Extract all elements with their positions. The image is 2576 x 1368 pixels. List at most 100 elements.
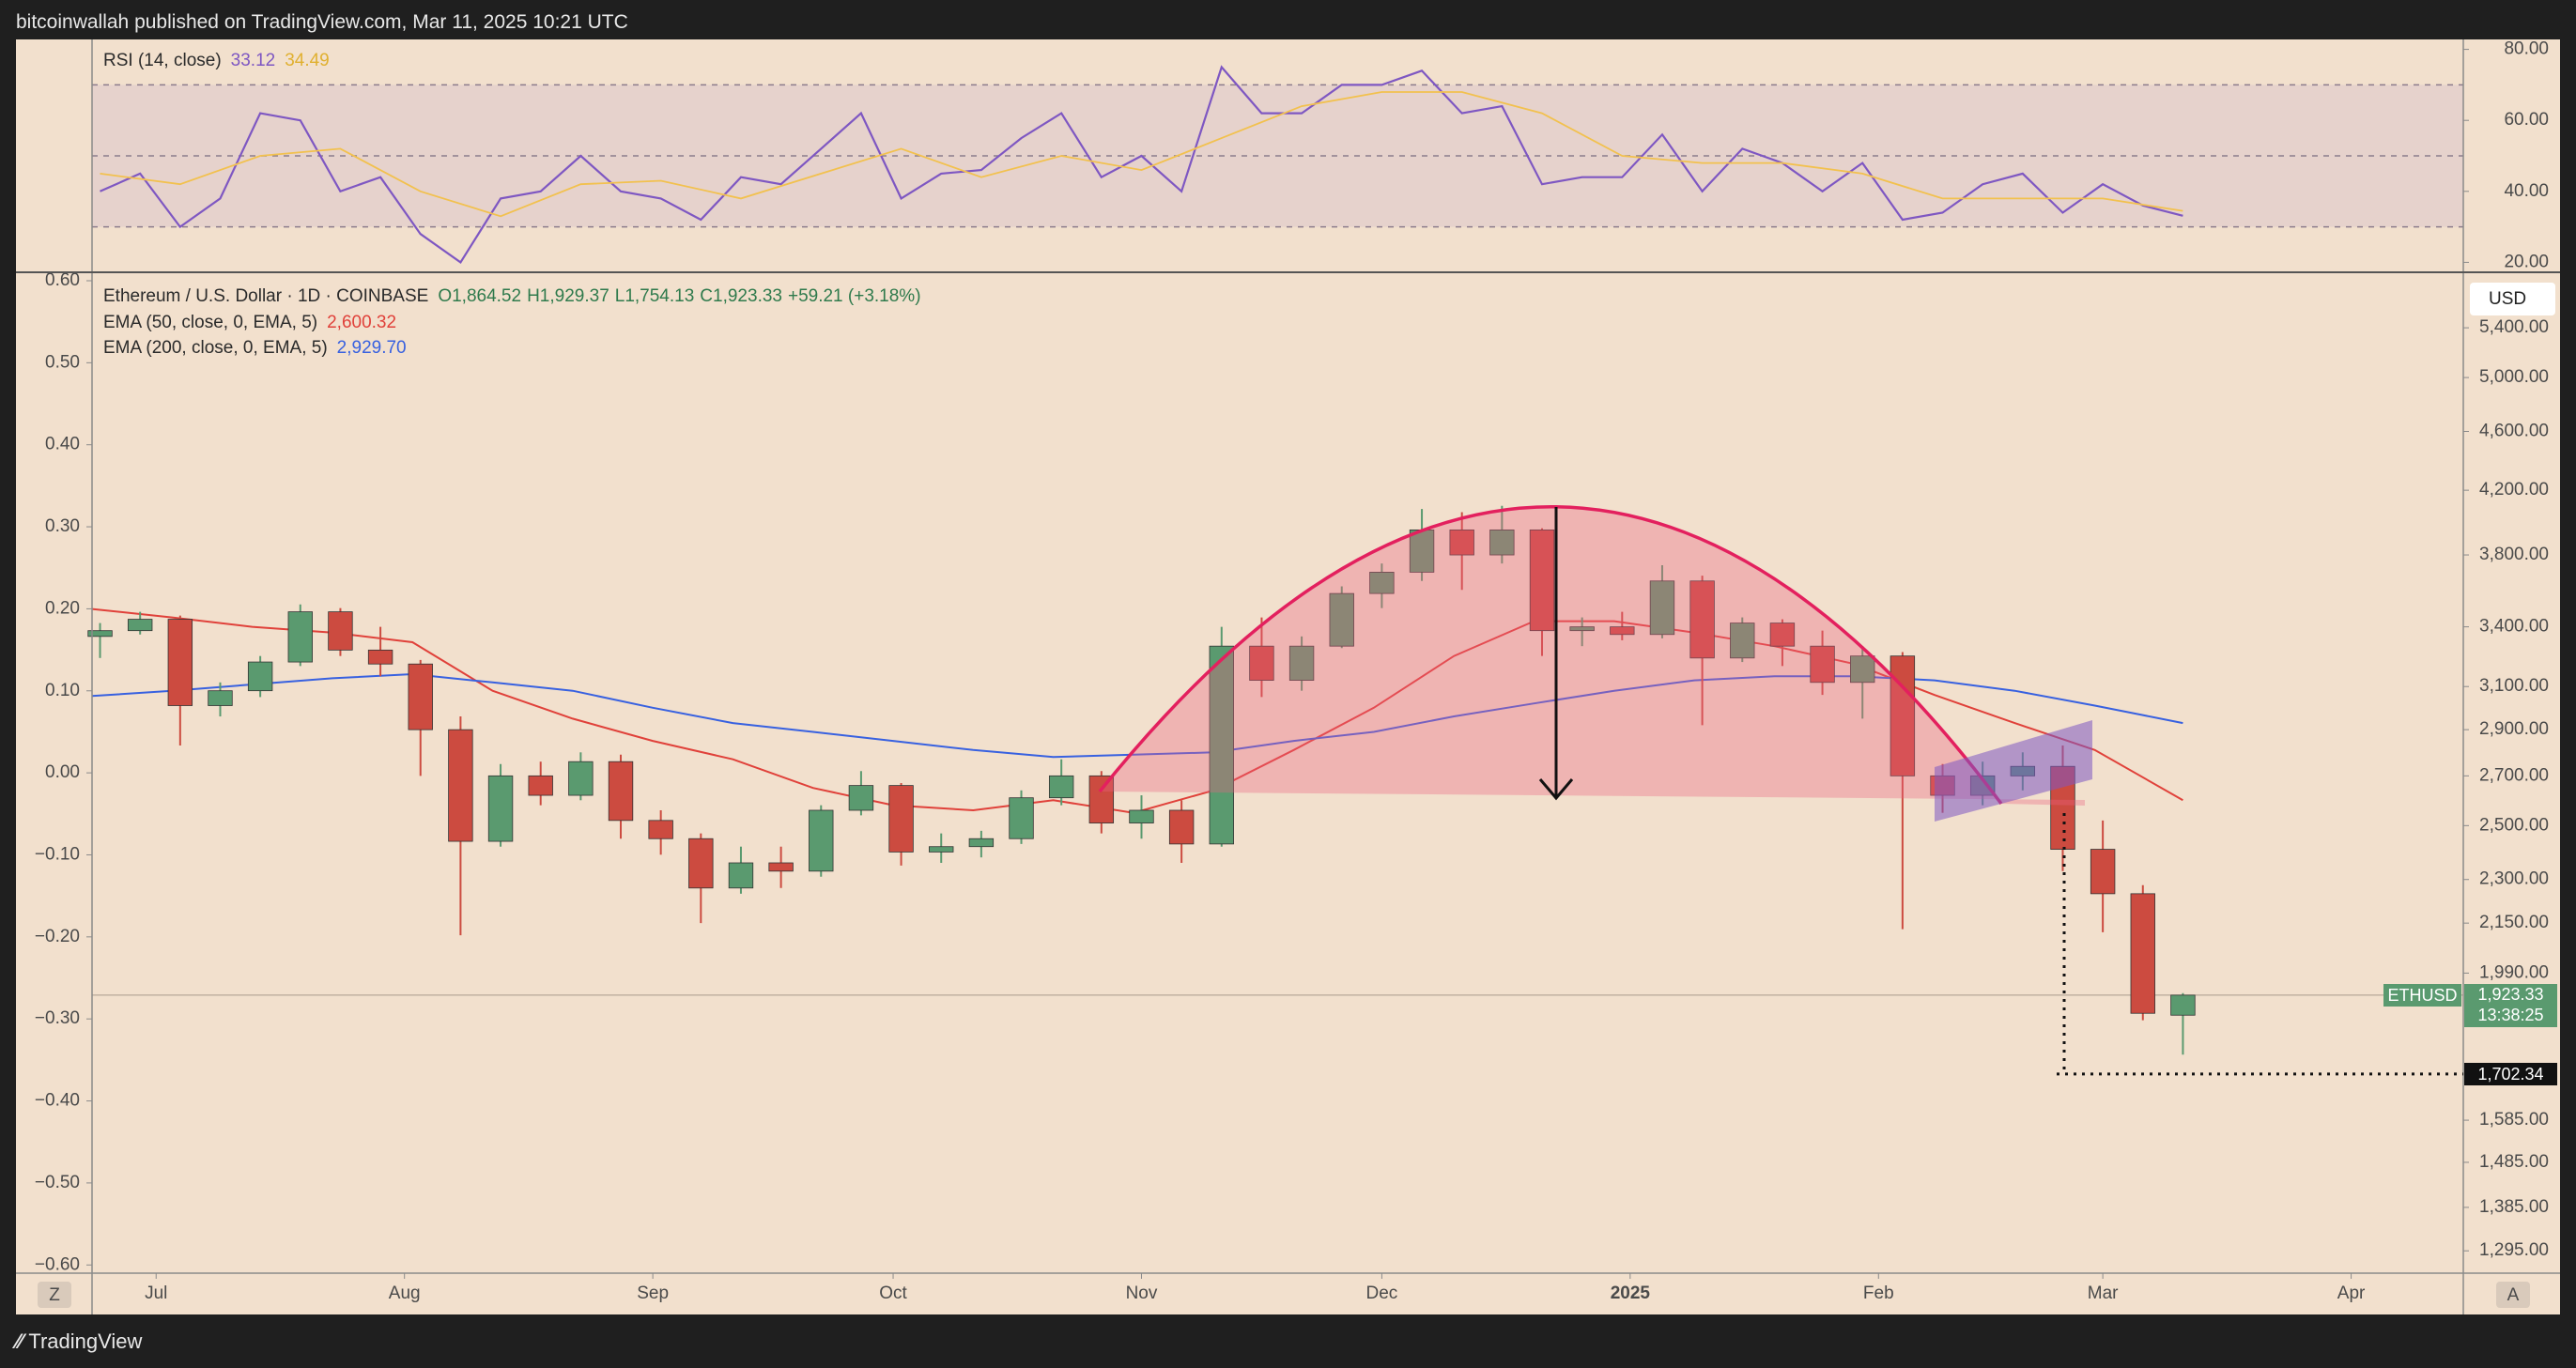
candle-body (328, 611, 353, 651)
candle-body (1449, 529, 1474, 556)
candle-body (87, 630, 113, 638)
y-tick-label: 3,800.00 (2479, 545, 2549, 564)
x-tick-label: Mar (2088, 1283, 2119, 1303)
y-tick-label: 1,485.00 (2479, 1152, 2549, 1172)
candle-body (848, 785, 874, 811)
x-tick-label: Jul (145, 1283, 167, 1303)
y-tick-label: 2,150.00 (2479, 913, 2549, 932)
candle-body (1810, 645, 1835, 684)
y-tick-label: 80.00 (2504, 39, 2549, 59)
ohlc-high: H1,929.37 (527, 286, 609, 306)
arrow-head (1538, 778, 1574, 801)
candle-body (1009, 797, 1034, 839)
candle-body (1850, 655, 1875, 684)
y-tick-label: 2,900.00 (2479, 719, 2549, 739)
candle-body (568, 761, 594, 796)
candle-body (1769, 623, 1796, 647)
brand-name: TradingView (28, 1330, 143, 1353)
right-button-label[interactable]: A (2507, 1285, 2520, 1305)
ohlc-close: C1,923.33 (700, 286, 782, 306)
candle-body (728, 862, 754, 889)
y-tick-label: 20.00 (2504, 252, 2549, 271)
left-button[interactable] (38, 1282, 71, 1308)
candle-body (1730, 623, 1755, 659)
currency-label[interactable]: USD (2489, 289, 2526, 309)
brand-logo: ⁄⁄ (16, 1330, 23, 1353)
candle-body (1088, 775, 1115, 823)
x-tick-label: Nov (1126, 1283, 1158, 1303)
candle-body (1129, 809, 1154, 823)
candle-body (1369, 572, 1395, 594)
candle-body (1890, 655, 1916, 776)
y2-tick-label: 0.20 (45, 598, 80, 618)
bear-flag-channel (1935, 720, 2092, 822)
y2-tick-label: −0.60 (35, 1254, 80, 1274)
cup-curve (1098, 505, 2003, 806)
y-tick-label: 1,295.00 (2479, 1240, 2549, 1260)
header: bitcoinwallah published on TradingView.c… (16, 11, 628, 33)
last-price: 1,923.33 (2477, 984, 2544, 1004)
y-tick-label: 4,600.00 (2479, 422, 2549, 441)
y2-tick-label: −0.40 (35, 1091, 80, 1111)
y-tick-label: 5,000.00 (2479, 367, 2549, 387)
candle-body (1689, 580, 1715, 659)
y2-tick-label: −0.30 (35, 1008, 80, 1028)
rsi-value: 33.12 (230, 51, 276, 70)
y-tick-label: 3,400.00 (2479, 617, 2549, 637)
candle-body (929, 846, 954, 853)
x-tick-label: Feb (1863, 1283, 1894, 1303)
rsi-legend: RSI (14, close) 33.12 34.49 (103, 51, 339, 71)
rsi-title: RSI (14, close) (103, 51, 222, 70)
ema50-name: EMA (50, close, 0, EMA, 5) (103, 313, 318, 332)
candle-body (2090, 849, 2116, 895)
x-tick-label: Oct (879, 1283, 907, 1303)
ema50-value: 2,600.32 (327, 313, 397, 332)
candle-body (968, 838, 995, 848)
candle-body (487, 775, 514, 842)
candle-body (688, 838, 714, 889)
y-tick-label: 2,300.00 (2479, 869, 2549, 889)
candle-body (167, 619, 193, 706)
candle-body (528, 775, 553, 796)
candle-body (2170, 994, 2196, 1016)
y-tick-label: 1,585.00 (2479, 1110, 2549, 1130)
y2-tick-label: 0.50 (45, 352, 80, 372)
ohlc-low: L1,754.13 (614, 286, 695, 306)
rsi-line (100, 65, 2183, 264)
candle-body (287, 611, 313, 663)
rsi-line (100, 91, 2183, 218)
candle-body (648, 820, 673, 839)
candle-body (1048, 775, 1074, 799)
price-legend: Ethereum / U.S. Dollar · 1D · COINBASE O1… (103, 286, 931, 307)
ema200-value: 2,929.70 (336, 338, 407, 358)
x-tick-label: Dec (1365, 1283, 1397, 1303)
x-tick-label: Aug (389, 1283, 421, 1303)
y-tick-label: 4,200.00 (2479, 480, 2549, 500)
y-tick-label: 5,400.00 (2479, 317, 2549, 337)
left-button-label[interactable]: Z (49, 1285, 60, 1305)
right-button[interactable] (2496, 1282, 2530, 1308)
y2-tick-label: 0.30 (45, 516, 80, 536)
candle-body (809, 809, 834, 872)
cup-fill (1100, 506, 2085, 806)
ema50-legend: EMA (50, close, 0, EMA, 5) 2,600.32 (103, 313, 406, 333)
candle-body (367, 649, 393, 665)
candle-body (768, 862, 794, 872)
footer: ⁄⁄ TradingView (16, 1314, 142, 1368)
candle-body (1529, 529, 1555, 632)
currency-button[interactable] (2470, 283, 2555, 315)
candle-body (408, 663, 433, 730)
target-tag: 1,702.34 (2464, 1062, 2557, 1085)
candle-body (1288, 645, 1315, 681)
candle-body (127, 619, 153, 632)
y-tick-label: 1,385.00 (2479, 1197, 2549, 1217)
candle-body (208, 690, 233, 706)
candle-body (448, 729, 473, 842)
y-tick-label: 2,500.00 (2479, 815, 2549, 835)
y2-tick-label: −0.20 (35, 927, 80, 946)
y2-tick-label: 0.40 (45, 435, 80, 454)
countdown: 13:38:25 (2477, 1005, 2544, 1024)
candle-body (1329, 592, 1354, 647)
